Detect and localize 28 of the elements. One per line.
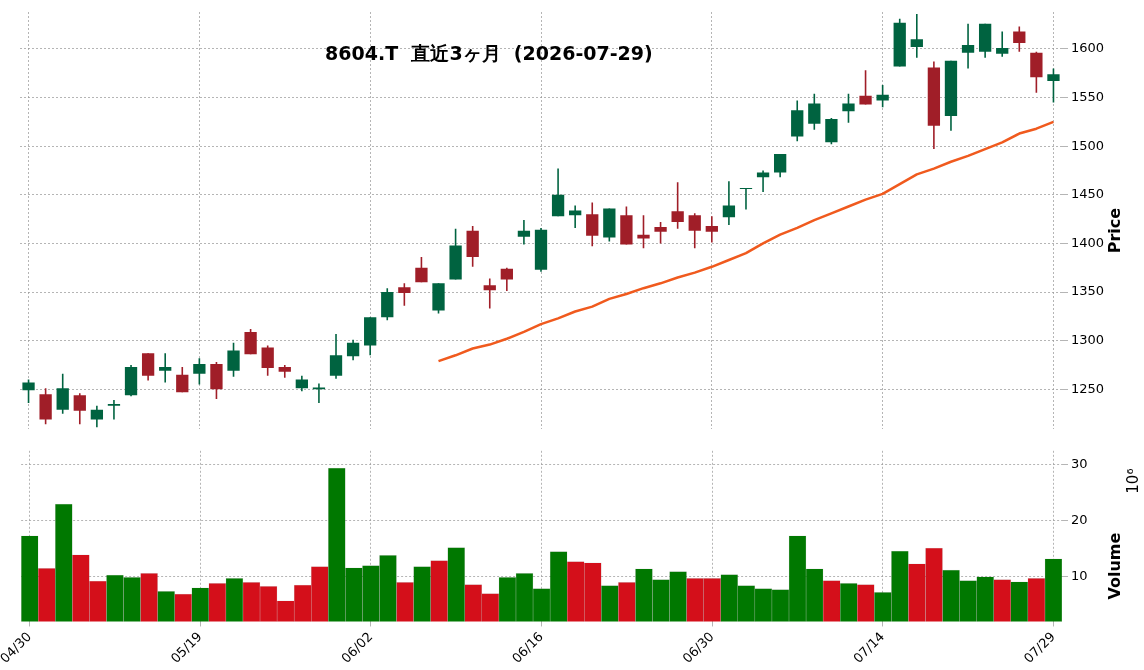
candlestick [159,353,172,383]
candlestick [312,383,326,403]
candlestick [996,31,1009,57]
candlestick [722,181,736,225]
candlestick [517,220,531,245]
text: 8604.T 直近3ヶ月 (2026-07-29) [325,41,653,64]
y-tick-label: 30 [1071,456,1088,472]
y-tick-label: 10 [1071,568,1088,584]
text: 10⁶ [1123,468,1142,494]
candlestick [739,188,753,210]
y-tick-label: 1600 [1071,40,1105,56]
candlestick [705,216,718,243]
y-tick-label: 1400 [1071,234,1105,250]
y-axis-title: Volume [1105,532,1125,600]
candlestick [910,13,923,58]
y-axis-title: Price [1105,207,1125,254]
y-tick-label: 1500 [1071,137,1105,153]
candlestick [756,170,770,192]
candlestick [961,23,975,69]
y-tick-label: 1250 [1071,380,1105,396]
y-tick-label: 1450 [1071,186,1105,202]
y-tick-label: 1550 [1071,88,1105,104]
candlestick [107,400,121,420]
candlestick [483,278,496,309]
y-tick-label: 20 [1071,512,1088,528]
y-tick-label: 1300 [1071,332,1105,348]
y-tick-label: 1350 [1071,283,1105,299]
candlestick [569,205,582,228]
